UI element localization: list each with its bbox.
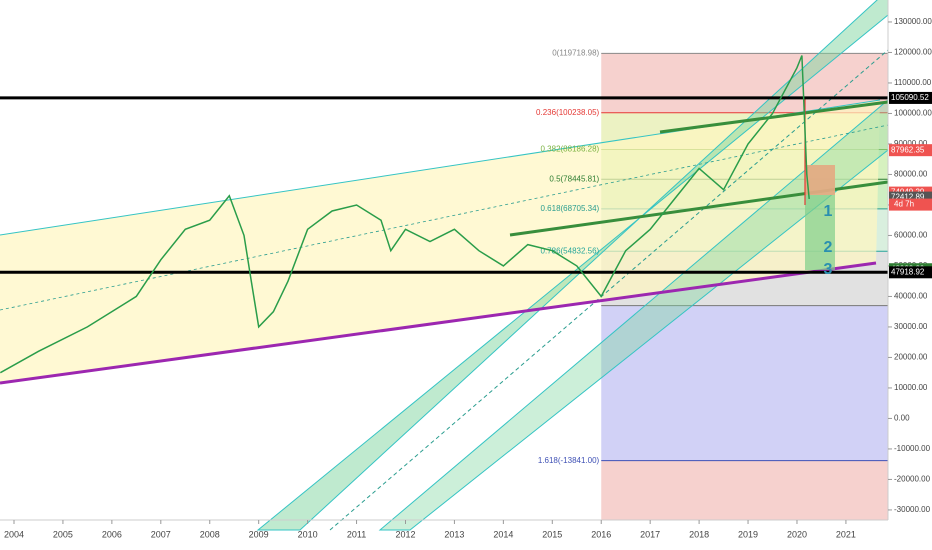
x-tick-label: 2010	[298, 529, 318, 539]
fib-zone	[601, 460, 888, 520]
x-tick-label: 2021	[836, 529, 856, 539]
x-tick-label: 2017	[640, 529, 660, 539]
y-tick-label: 110000.00	[894, 78, 932, 87]
x-tick-label: 2007	[151, 529, 171, 539]
y-tick-label: 120000.00	[894, 48, 932, 57]
fib-zone	[601, 305, 888, 461]
purple-trend	[0, 261, 877, 385]
x-tick-label: 2016	[591, 529, 611, 539]
x-tick-label: 2015	[542, 529, 562, 539]
x-tick-label: 2009	[249, 529, 269, 539]
price-tag	[889, 144, 932, 157]
y-tick-label: 90000.00	[894, 139, 928, 148]
yellow-channel	[0, 100, 880, 383]
y-tick-label: 130000.00	[894, 17, 932, 26]
x-tick-label: 2004	[4, 529, 24, 539]
fib-label: 0.5(78445.81)	[549, 174, 599, 183]
green-trend	[659, 100, 889, 134]
y-tick-label: 100000.00	[894, 109, 932, 118]
y-tick-label: 60000.00	[894, 231, 928, 240]
y-tick-label: 20000.00	[894, 353, 928, 362]
price-tag-label: 47918.92	[891, 267, 925, 276]
wave-label: 3	[824, 261, 833, 278]
fib-zone	[601, 53, 888, 113]
fib-label: 0.786(54832.56)	[541, 246, 600, 255]
y-tick-label: 0.00	[894, 414, 910, 423]
x-tick-label: 2019	[738, 529, 758, 539]
data-layer: 0(119718.98) 0.236(100238.05) 0.382(88186.…	[0, 48, 888, 465]
y-tick-label: -30000.00	[894, 505, 931, 514]
y-tick-label: 80000.00	[894, 170, 928, 179]
x-tick-label: 2018	[689, 529, 709, 539]
x-tick-label: 2008	[200, 529, 220, 539]
y-tick-label: -20000.00	[894, 475, 931, 484]
fib-label: 0.618(68705.34)	[541, 204, 600, 213]
countdown: 4d 7h	[894, 200, 914, 209]
price-tag	[889, 91, 932, 104]
price-tag-label: 105090.52	[891, 93, 929, 102]
x-tick-label: 2011	[347, 529, 366, 539]
price-line	[0, 55, 810, 374]
fib-label: 0.236(100238.05)	[536, 108, 600, 117]
x-tick-label: 2014	[493, 529, 513, 539]
x-tick-label: 2012	[395, 529, 415, 539]
projection-top	[805, 165, 835, 195]
y-tick-label: 30000.00	[894, 322, 928, 331]
price-tag-label: 72412.89	[891, 193, 925, 202]
y-tick-label: -10000.00	[894, 444, 931, 453]
fib-label: 0(119718.98)	[552, 48, 599, 57]
channel-mid	[329, 49, 889, 531]
y-tick-label: 10000.00	[894, 383, 928, 392]
price-tag-label: 87962.35	[891, 145, 925, 154]
x-tick-label: 2013	[444, 529, 464, 539]
x-tick-label: 2005	[53, 529, 73, 539]
x-tick-label: 2020	[787, 529, 807, 539]
steep-channel	[256, 0, 889, 531]
wave-label: 1	[824, 203, 833, 220]
x-tick-label: 2006	[102, 529, 122, 539]
fib-label: 1.618(-13841.00)	[538, 456, 600, 465]
price-tag	[889, 266, 932, 279]
fib-label: 0.382(88186.28)	[541, 145, 600, 154]
countdown-tag	[889, 198, 932, 211]
wave-label: 2	[824, 239, 833, 256]
y-tick-label: 40000.00	[894, 292, 928, 301]
